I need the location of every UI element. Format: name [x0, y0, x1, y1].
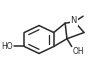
- Text: N: N: [70, 16, 77, 25]
- Text: HO: HO: [1, 42, 13, 51]
- Text: OH: OH: [73, 47, 84, 56]
